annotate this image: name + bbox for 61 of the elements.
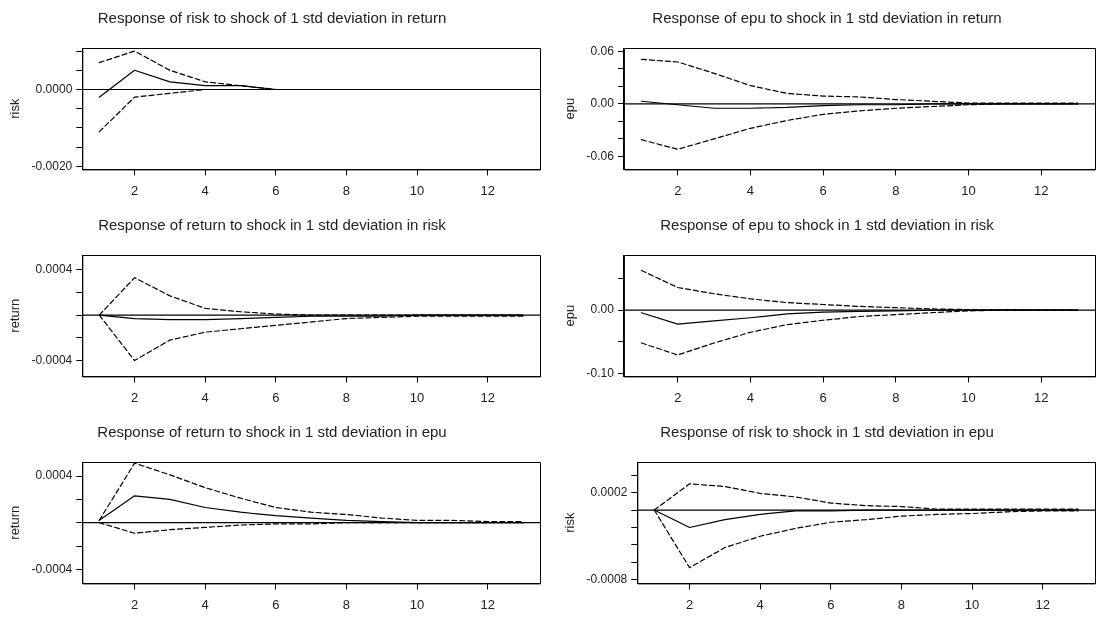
chart-title: Response of epu to shock in 1 std deviation in return — [652, 9, 1002, 27]
x-tick-label: 8 — [342, 596, 351, 612]
y-tick-label: 0.06 — [590, 43, 615, 58]
x-tick-label: 4 — [746, 389, 755, 405]
x-tick-label: 8 — [892, 182, 900, 198]
y-tick-label: 0.0002 — [590, 484, 628, 499]
y-tick-label: 0.00 — [590, 302, 615, 317]
x-tick-label: 2 — [130, 596, 139, 612]
x-tick-label: 12 — [1035, 596, 1050, 612]
x-tick-label: 8 — [897, 596, 906, 612]
x-tick-label: 4 — [756, 596, 764, 612]
x-tick-label: 4 — [201, 389, 209, 405]
x-tick-label: 6 — [272, 389, 280, 405]
y-tick-label: -0.10 — [586, 365, 615, 380]
y-tick-label: -0.0020 — [31, 158, 73, 173]
x-tick-label: 12 — [480, 596, 495, 612]
y-tick-label: 0.0000 — [35, 81, 73, 96]
x-tick-label: 8 — [892, 389, 900, 405]
x-tick-label: 6 — [272, 596, 280, 612]
y-tick-label: -0.0004 — [31, 561, 73, 576]
chart-title: Response of epu to shock in 1 std deviation in risk — [660, 216, 995, 234]
y-tick-label: -0.06 — [586, 148, 615, 163]
x-tick-label: 2 — [674, 182, 682, 198]
chart-title: Response of risk to shock in 1 std deviation in epu — [660, 423, 994, 441]
y-axis-title: risk — [7, 98, 23, 119]
x-tick-label: 10 — [964, 596, 980, 612]
x-tick-label: 4 — [201, 182, 209, 198]
chart-title: Response of return to shock in 1 std deviation in risk — [98, 216, 447, 234]
y-axis-title: return — [7, 298, 23, 333]
x-tick-label: 2 — [130, 182, 139, 198]
x-tick-label: 2 — [674, 389, 682, 405]
y-axis-title: return — [7, 505, 23, 540]
x-tick-label: 10 — [961, 389, 976, 405]
y-tick-label: 0.0004 — [35, 262, 73, 277]
chart-title: Response of risk to shock of 1 std deviation in return — [97, 9, 447, 27]
x-tick-label: 2 — [130, 389, 139, 405]
x-tick-label: 10 — [409, 182, 425, 198]
x-tick-label: 4 — [746, 182, 755, 198]
x-tick-label: 6 — [819, 182, 827, 198]
x-tick-label: 4 — [201, 596, 209, 612]
x-tick-label: 12 — [1033, 182, 1049, 198]
y-axis-title: epu — [562, 97, 578, 120]
x-tick-label: 10 — [409, 389, 425, 405]
y-axis-title: epu — [562, 304, 578, 327]
y-tick-label: 0.00 — [590, 96, 615, 111]
x-tick-label: 12 — [480, 182, 495, 198]
x-tick-label: 2 — [685, 596, 694, 612]
y-tick-label: 0.0004 — [35, 468, 73, 483]
x-tick-label: 8 — [342, 389, 351, 405]
x-tick-label: 6 — [819, 389, 827, 405]
x-tick-label: 10 — [961, 182, 976, 198]
x-tick-label: 12 — [1033, 389, 1049, 405]
y-tick-label: -0.0004 — [31, 352, 73, 367]
x-tick-label: 8 — [342, 182, 351, 198]
x-tick-label: 12 — [480, 389, 495, 405]
x-tick-label: 10 — [409, 596, 425, 612]
y-tick-label: -0.0008 — [586, 572, 628, 587]
x-tick-label: 6 — [272, 182, 280, 198]
x-tick-label: 6 — [827, 596, 835, 612]
y-axis-title: risk — [562, 512, 578, 533]
chart-title: Response of return to shock in 1 std deviation in epu — [97, 423, 447, 441]
